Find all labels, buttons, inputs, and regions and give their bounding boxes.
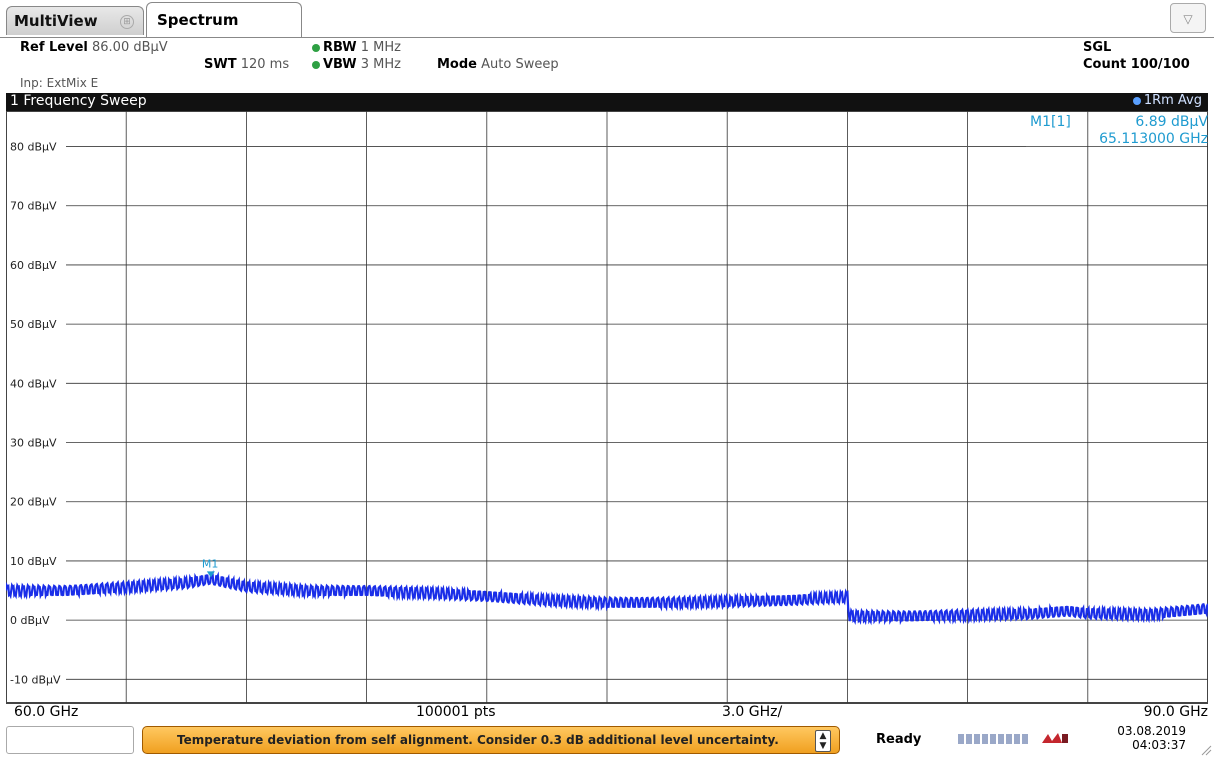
stop-frequency: 90.0 GHz [1143, 704, 1208, 720]
spectrum-plot[interactable]: 80 dBµV 70 dBµV 60 dBµV 50 dBµV 40 dBµV 30 dB… [6, 111, 1208, 703]
rbw-value: 1 MHz [360, 40, 401, 55]
y-tick-label: 70 dBµV [10, 200, 57, 213]
mode-label: Mode [437, 57, 477, 72]
tab-multiview[interactable]: MultiView ⊞ [6, 6, 144, 35]
x-axis-footer: 60.0 GHz 100001 pts 3.0 GHz/ 90.0 GHz [6, 703, 1208, 722]
ref-level-value: 86.00 dBµV [92, 40, 168, 55]
rbw-coupled-icon [312, 43, 320, 52]
trace-dot-icon [1132, 96, 1141, 105]
rbw-label: RBW [323, 40, 357, 55]
input-field[interactable] [6, 726, 134, 754]
progress-indicator [958, 734, 1030, 744]
y-tick-label: 30 dBµV [10, 437, 57, 450]
scroll-arrows-icon[interactable]: ▲ ▼ [815, 730, 831, 752]
marker-tag: M1 [202, 557, 219, 570]
logo-icon [1042, 733, 1068, 743]
y-tick-label: 0 dBµV [10, 614, 50, 627]
mode-value: Auto Sweep [481, 57, 559, 72]
ready-status: Ready [876, 732, 922, 747]
input-info: Inp: ExtMix E [20, 76, 99, 90]
y-tick-label: 20 dBµV [10, 496, 57, 509]
status-message-box[interactable]: Temperature deviation from self alignmen… [142, 726, 840, 754]
marker-triangle-icon [206, 571, 215, 578]
y-tick-label: 80 dBµV [10, 141, 57, 154]
grid-icon: ⊞ [120, 15, 134, 29]
tab-spectrum[interactable]: Spectrum [146, 2, 302, 38]
sweep-count: Count 100/100 [1083, 57, 1190, 72]
vbw-coupled-icon [312, 60, 320, 69]
trace-info-label: 1Rm Avg [1143, 93, 1202, 108]
triangle-down-icon[interactable]: ▽ [1170, 3, 1206, 33]
swt-setting[interactable]: SWT 120 ms [204, 57, 289, 72]
y-tick-label: 10 dBµV [10, 555, 57, 568]
marker-readout-value: 6.89 dBµV [1135, 114, 1208, 130]
span-per-division: 3.0 GHz/ [722, 704, 783, 720]
tab-spectrum-label: Spectrum [157, 11, 239, 29]
trace-info: 1Rm Avg [1132, 93, 1202, 108]
tab-divider [0, 37, 1214, 38]
vbw-label: VBW [323, 57, 357, 72]
status-message: Temperature deviation from self alignmen… [177, 733, 779, 747]
swt-value: 120 ms [240, 57, 290, 72]
mode-setting[interactable]: Mode Auto Sweep [437, 57, 559, 72]
sweep-points: 100001 pts [416, 704, 496, 720]
ref-level-label: Ref Level [20, 40, 88, 55]
marker-readout-label: M1[1] [1030, 114, 1071, 130]
y-tick-label: 50 dBµV [10, 318, 57, 331]
y-tick-label: 60 dBµV [10, 259, 57, 272]
tab-multiview-label: MultiView [14, 12, 98, 30]
y-tick-label: 40 dBµV [10, 377, 57, 390]
window-title-bar[interactable]: 1 Frequency Sweep 1Rm Avg [6, 93, 1208, 111]
vbw-setting[interactable]: VBW 3 MHz [312, 57, 401, 72]
ref-level[interactable]: Ref Level 86.00 dBµV [20, 40, 168, 55]
status-time: 04:03:37 [1132, 738, 1186, 752]
resize-grip-icon[interactable] [1200, 744, 1212, 756]
sgl-indicator: SGL [1083, 40, 1112, 55]
swt-label: SWT [204, 57, 237, 72]
status-date: 03.08.2019 [1117, 724, 1186, 738]
window-title: 1 Frequency Sweep [10, 93, 147, 109]
y-tick-label: -10 dBµV [10, 673, 61, 686]
date-time: 03.08.2019 04:03:37 [1090, 724, 1186, 752]
marker-readout-freq: 65.113000 GHz [1099, 131, 1208, 147]
vbw-value: 3 MHz [360, 57, 401, 72]
rbw-setting[interactable]: RBW 1 MHz [312, 40, 401, 55]
start-frequency: 60.0 GHz [14, 704, 79, 720]
trace-line [6, 570, 1208, 626]
